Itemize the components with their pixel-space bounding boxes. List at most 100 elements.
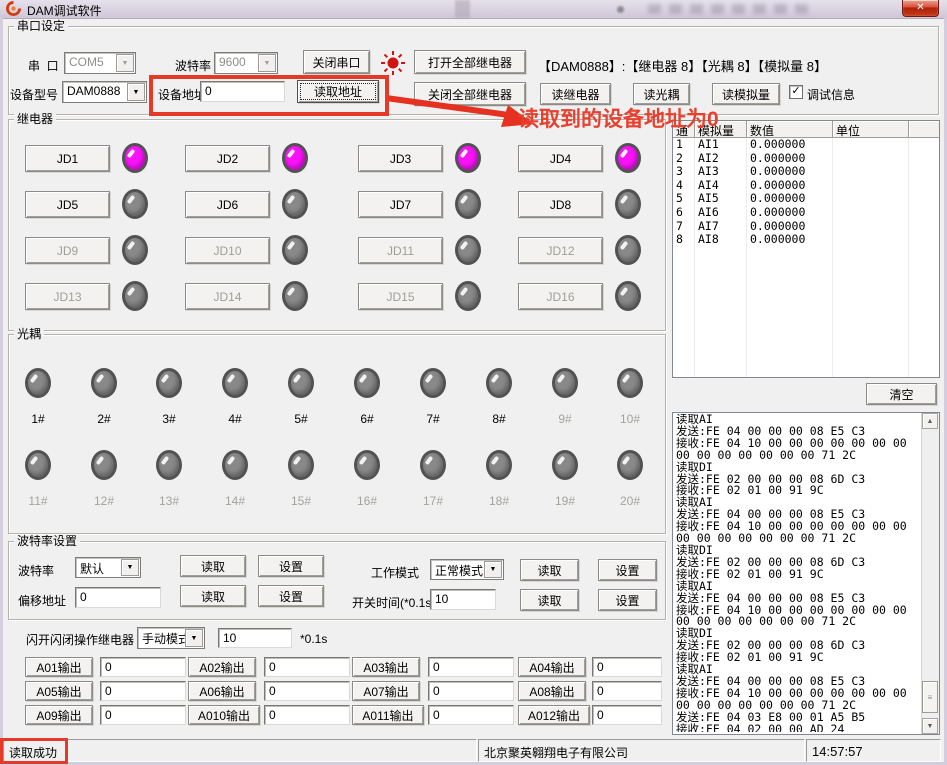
a04-output-input[interactable]: 0 xyxy=(592,657,662,677)
a011-output-input[interactable]: 0 xyxy=(428,705,514,725)
relay-button-jd5[interactable]: JD5 xyxy=(25,191,110,218)
scroll-up-button[interactable]: ▲ xyxy=(922,413,938,429)
cell xyxy=(695,246,747,377)
relay-button-jd8[interactable]: JD8 xyxy=(518,191,603,218)
relay-group xyxy=(8,119,666,331)
read-opto-button[interactable]: 读光耦 xyxy=(633,83,690,105)
baudrate-select[interactable]: 默认 ▼ xyxy=(75,557,141,578)
flash-mode-select[interactable]: 手动模式 ▼ xyxy=(137,627,205,649)
read-address-button[interactable]: 读取地址 xyxy=(297,80,379,103)
close-button[interactable]: ✕ xyxy=(902,0,939,17)
a011-output-button[interactable]: A011输出 xyxy=(352,705,424,725)
col-unit[interactable]: 单位 xyxy=(833,121,909,138)
cell: AI3 xyxy=(695,165,747,179)
read-workmode-button[interactable]: 读取 xyxy=(520,559,579,581)
opto-10-label: 10# xyxy=(619,412,641,426)
close-serial-button[interactable]: 关闭串口 xyxy=(303,50,370,74)
a03-output-button[interactable]: A03输出 xyxy=(352,657,420,677)
opto-4-led-indicator xyxy=(222,368,248,398)
log-scrollbar[interactable]: ▲ ≡ ▼ xyxy=(921,413,939,734)
a010-output-button[interactable]: A010输出 xyxy=(188,705,260,725)
relay-button-jd6[interactable]: JD6 xyxy=(185,191,270,218)
opto-15-label: 15# xyxy=(290,494,312,508)
opto-3-led-indicator xyxy=(156,368,182,398)
chevron-down-icon: ▼ xyxy=(121,559,139,576)
close-all-relays-button[interactable]: 关闭全部继电器 xyxy=(414,82,526,106)
a01-output-button[interactable]: A01输出 xyxy=(25,657,93,677)
set-switchtime-button[interactable]: 设置 xyxy=(598,589,657,611)
jd1-led-indicator xyxy=(122,143,148,173)
cell: AI8 xyxy=(695,233,747,247)
flash-mode-value: 手动模式 xyxy=(142,632,191,646)
flash-time-input[interactable]: 10 xyxy=(218,628,292,648)
opto-18-label: 18# xyxy=(488,494,510,508)
switch-time-input[interactable]: 10 xyxy=(430,589,496,610)
cell: 1 xyxy=(673,138,695,152)
a06-output-input[interactable]: 0 xyxy=(264,681,350,701)
debug-info-checkbox[interactable]: ✓ xyxy=(789,85,803,99)
jd14-led-indicator xyxy=(282,281,308,311)
read-analog-button[interactable]: 读模拟量 xyxy=(712,83,780,105)
a01-output-input[interactable]: 0 xyxy=(100,657,186,677)
glass-reflection xyxy=(617,6,624,13)
a08-output-button[interactable]: A08输出 xyxy=(518,681,586,701)
switch-time-label: 开关时间(*0.1s) xyxy=(352,596,436,610)
set-offset-button[interactable]: 设置 xyxy=(258,585,324,607)
a09-output-button[interactable]: A09输出 xyxy=(25,705,93,725)
a08-output-input[interactable]: 0 xyxy=(592,681,662,701)
device-addr-label: 设备地址 xyxy=(158,88,207,102)
cell: 6 xyxy=(673,205,695,220)
window-border xyxy=(0,18,3,765)
set-workmode-button[interactable]: 设置 xyxy=(598,559,657,581)
col-channel[interactable]: 通 xyxy=(673,121,695,138)
read-offset-button[interactable]: 读取 xyxy=(180,585,246,607)
col-value[interactable]: 数值 xyxy=(747,121,833,138)
a09-output-input[interactable]: 0 xyxy=(100,705,186,725)
col-extra[interactable] xyxy=(909,121,939,138)
a05-output-button[interactable]: A05输出 xyxy=(25,681,93,701)
opto-13-led-indicator xyxy=(156,450,182,480)
opto-11-label: 11# xyxy=(28,494,48,508)
table-row: 4 AI4 0.000000 xyxy=(673,178,939,193)
jd3-led-indicator xyxy=(455,143,481,173)
a03-output-input[interactable]: 0 xyxy=(428,657,514,677)
set-baudrate-button[interactable]: 设置 xyxy=(258,555,324,577)
workmode-select[interactable]: 正常模式 ▼ xyxy=(430,559,504,580)
opto-18-led-indicator xyxy=(486,450,512,480)
a012-output-input[interactable]: 0 xyxy=(592,705,662,725)
a06-output-button[interactable]: A06输出 xyxy=(188,681,256,701)
device-addr-input[interactable]: 0 xyxy=(200,81,285,102)
open-all-relays-button[interactable]: 打开全部继电器 xyxy=(414,50,526,74)
a010-output-input[interactable]: 0 xyxy=(264,705,350,725)
clock-time: 14:57:57 xyxy=(812,744,863,759)
a05-output-input[interactable]: 0 xyxy=(100,681,186,701)
cell: 0.000000 xyxy=(747,205,833,220)
opto-7-led-indicator xyxy=(420,368,446,398)
opto-17-led-indicator xyxy=(420,450,446,480)
read-baudrate-button[interactable]: 读取 xyxy=(180,555,246,577)
device-model-select[interactable]: DAM0888 ▼ xyxy=(62,81,147,103)
a07-output-button[interactable]: A07输出 xyxy=(352,681,420,701)
debug-log-text: 读取AI 发送:FE 04 00 00 00 08 E5 C3 接收:FE 04… xyxy=(676,414,906,732)
clear-log-button[interactable]: 清空 xyxy=(866,383,937,405)
col-analog[interactable]: 模拟量 xyxy=(695,121,747,138)
read-switchtime-button[interactable]: 读取 xyxy=(520,589,579,611)
a02-output-input[interactable]: 0 xyxy=(264,657,350,677)
scroll-down-button[interactable]: ▼ xyxy=(922,718,938,734)
offset-addr-input[interactable]: 0 xyxy=(75,587,161,608)
a02-output-button[interactable]: A02输出 xyxy=(188,657,256,677)
scroll-thumb[interactable]: ≡ xyxy=(922,681,938,713)
debug-log-box[interactable]: 读取AI 发送:FE 04 00 00 00 08 E5 C3 接收:FE 04… xyxy=(672,412,940,735)
relay-button-jd7[interactable]: JD7 xyxy=(358,191,443,218)
a04-output-button[interactable]: A04输出 xyxy=(518,657,586,677)
relay-button-jd4[interactable]: JD4 xyxy=(518,145,603,172)
relay-button-jd12: JD12 xyxy=(518,237,603,264)
opto-19-label: 19# xyxy=(554,494,576,508)
relay-button-jd2[interactable]: JD2 xyxy=(185,145,270,172)
a012-output-button[interactable]: A012输出 xyxy=(518,705,590,725)
relay-button-jd3[interactable]: JD3 xyxy=(358,145,443,172)
read-relays-button[interactable]: 读继电器 xyxy=(540,83,611,105)
a07-output-input[interactable]: 0 xyxy=(428,681,514,701)
relay-button-jd1[interactable]: JD1 xyxy=(25,145,110,172)
opto-14-label: 14# xyxy=(224,494,246,508)
